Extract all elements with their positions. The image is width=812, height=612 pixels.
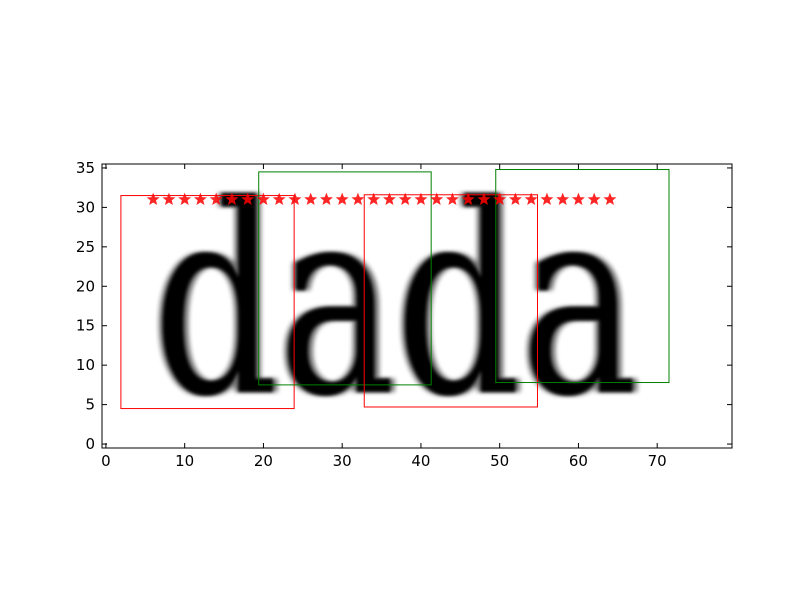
bounding-box-3 (363, 194, 538, 408)
star-marker (256, 192, 270, 206)
star-marker (493, 192, 507, 206)
image-color-fringe-blue: dada (158, 149, 643, 454)
star-marker (477, 192, 491, 206)
star-marker (603, 192, 617, 206)
star-marker (288, 192, 302, 206)
star-marker (461, 192, 475, 206)
star-marker (304, 192, 318, 206)
star-marker (367, 192, 381, 206)
star-marker (272, 192, 286, 206)
x-tick-label: 30 (333, 452, 352, 470)
star-marker (508, 192, 522, 206)
y-tick-label: 10 (76, 356, 95, 374)
bounding-box-1 (120, 195, 295, 410)
star-marker (571, 192, 585, 206)
star-marker (319, 192, 333, 206)
star-marker (225, 192, 239, 206)
y-tick-label: 15 (76, 317, 95, 335)
y-tick-label: 5 (85, 396, 95, 414)
bounding-box-2 (258, 171, 432, 386)
star-marker (209, 192, 223, 206)
star-marker (146, 192, 160, 206)
star-marker (241, 192, 255, 206)
x-tick-label: 0 (101, 452, 111, 470)
y-tick-label: 0 (85, 435, 95, 453)
star-marker (524, 192, 538, 206)
x-tick-label: 20 (254, 452, 273, 470)
star-marker (587, 192, 601, 206)
y-tick-label: 20 (76, 277, 95, 295)
y-tick-label: 25 (76, 238, 95, 256)
star-marker (556, 192, 570, 206)
x-tick-label: 50 (490, 452, 509, 470)
star-marker (430, 192, 444, 206)
star-marker (335, 192, 349, 206)
axes-background (102, 164, 732, 448)
star-marker (414, 192, 428, 206)
x-tick-label: 40 (411, 452, 430, 470)
x-tick-label: 60 (569, 452, 588, 470)
star-marker (178, 192, 192, 206)
star-marker (540, 192, 554, 206)
star-marker (193, 192, 207, 206)
image-text: dada (153, 149, 638, 454)
star-marker (162, 192, 176, 206)
y-tick-label: 30 (76, 198, 95, 216)
axes-frame (101, 163, 733, 449)
star-marker (445, 192, 459, 206)
x-tick-label: 10 (175, 452, 194, 470)
star-marker (351, 192, 365, 206)
text-image: dada dada dada (149, 149, 643, 454)
star-marker (398, 192, 412, 206)
bounding-box-4 (495, 169, 670, 384)
star-marker (382, 192, 396, 206)
image-color-fringe-orange: dada (149, 149, 634, 454)
x-tick-label: 70 (648, 452, 667, 470)
y-tick-label: 35 (76, 159, 95, 177)
